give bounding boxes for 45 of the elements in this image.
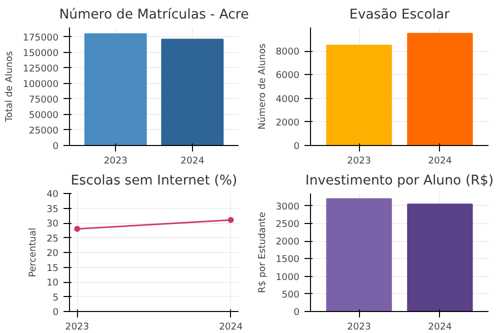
x-tick-label: 2024 <box>428 322 452 332</box>
chart-title: Número de Matrículas - Acre <box>59 8 249 22</box>
x-tick-label: 2023 <box>347 322 371 332</box>
chart-title: Evasão Escolar <box>349 8 450 22</box>
x-tick-label: 2024 <box>180 156 204 166</box>
x-tick-label: 2023 <box>347 156 371 166</box>
x-tick-label: 2023 <box>65 322 90 332</box>
y-axis-title: R$ por Estudante <box>256 212 268 294</box>
y-tick-label: 20 <box>46 248 59 259</box>
y-tick-label: 150000 <box>22 48 59 59</box>
y-tick-label: 0 <box>52 141 59 152</box>
y-tick-label: 10 <box>46 278 59 288</box>
y-tick-label: 0 <box>294 307 300 318</box>
y-tick-label: 30 <box>46 218 59 230</box>
chart-title: Escolas sem Internet (%) <box>70 174 238 188</box>
y-tick-label: 6000 <box>276 70 300 82</box>
x-tick-label: 2024 <box>428 156 452 166</box>
x-tick-label: 2023 <box>104 156 128 166</box>
y-tick-label: 125000 <box>22 63 59 74</box>
y-tick-label: 2500 <box>276 218 300 230</box>
y-tick-label: 25000 <box>28 125 59 136</box>
y-tick-label: 3000 <box>276 201 300 212</box>
y-tick-label: 8000 <box>276 46 300 58</box>
y-tick-label: 1500 <box>276 254 300 266</box>
y-tick-label: 50000 <box>28 110 59 121</box>
y-axis-title: Número de Alunos <box>256 43 268 130</box>
y-tick-label: 100000 <box>22 78 59 90</box>
y-tick-label: 4000 <box>276 94 300 105</box>
x-tick-label: 2024 <box>218 322 243 332</box>
y-tick-label: 175000 <box>22 32 59 44</box>
y-tick-label: 40 <box>46 189 59 200</box>
y-tick-label: 0 <box>52 307 59 318</box>
y-tick-label: 2000 <box>276 117 300 128</box>
y-tick-label: 2000 <box>276 236 300 248</box>
y-tick-label: 15 <box>46 262 59 274</box>
y-tick-label: 25 <box>46 233 59 244</box>
y-tick-label: 1000 <box>276 272 300 283</box>
y-axis-title: Percentual <box>28 228 39 278</box>
y-axis-title: Total de Alunos <box>4 50 15 123</box>
y-tick-label: 35 <box>46 204 59 215</box>
chart-title: Investimento por Aluno (R$) <box>305 174 494 188</box>
y-tick-label: 0 <box>294 141 300 152</box>
y-tick-label: 75000 <box>28 94 59 106</box>
y-tick-label: 5 <box>52 292 59 304</box>
y-tick-label: 500 <box>282 289 300 300</box>
